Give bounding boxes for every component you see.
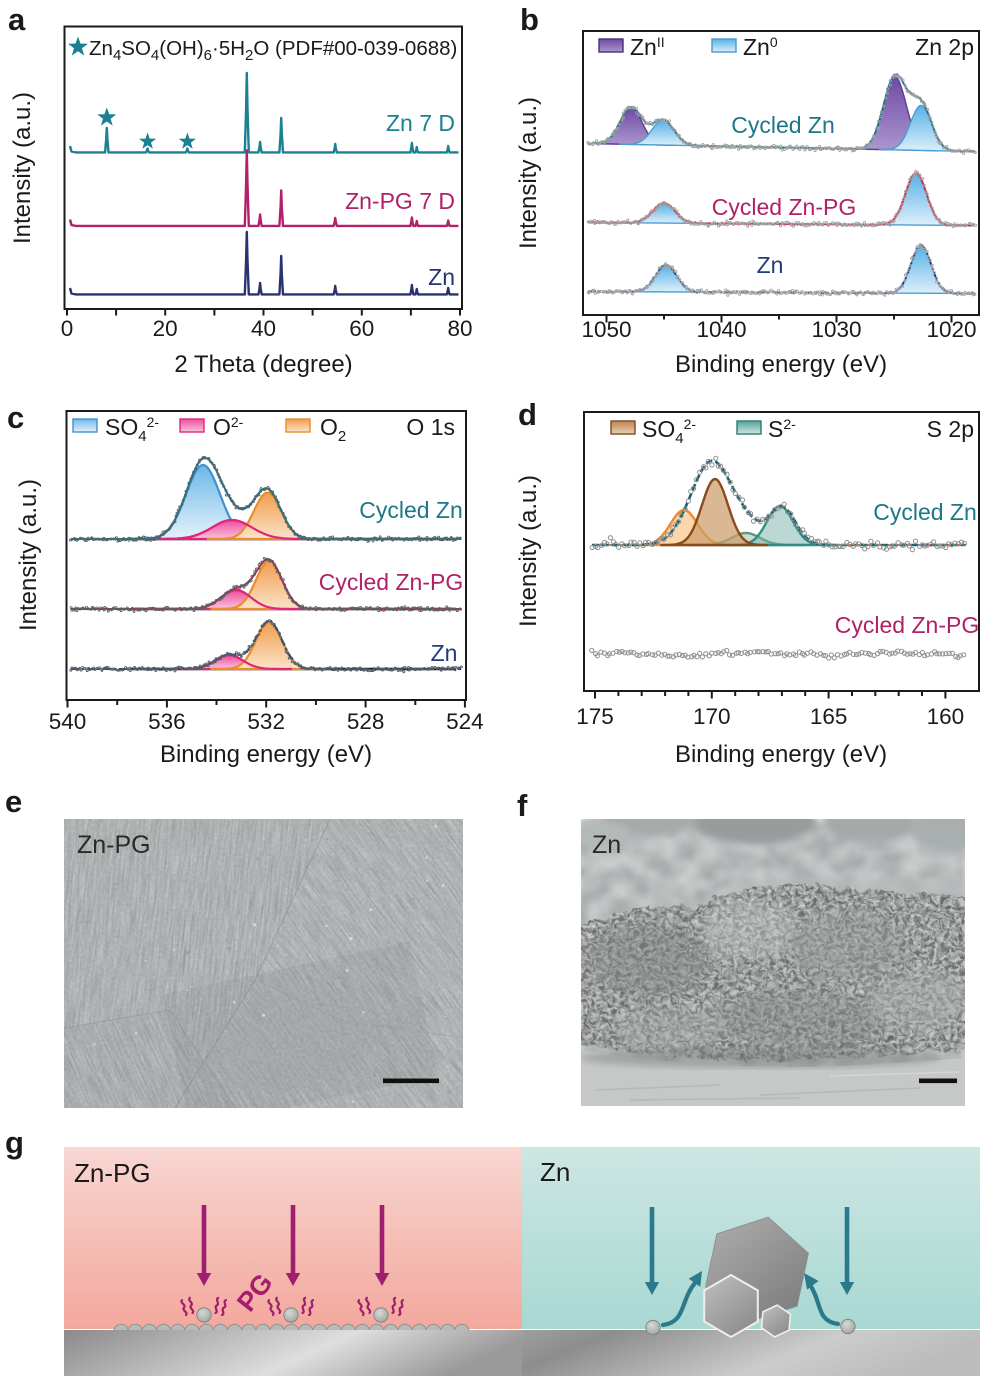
svg-text:1020: 1020: [926, 317, 976, 342]
svg-text:165: 165: [810, 704, 848, 729]
svg-text:Intensity (a.u.): Intensity (a.u.): [515, 97, 542, 249]
svg-text:Zn4SO4(OH)6·5H2O (PDF#00-039-0: Zn4SO4(OH)6·5H2O (PDF#00-039-0688): [89, 37, 457, 64]
svg-text:Cycled Zn: Cycled Zn: [873, 499, 977, 525]
svg-text:Cycled Zn-PG: Cycled Zn-PG: [835, 612, 979, 638]
svg-text:Cycled Zn: Cycled Zn: [359, 497, 463, 523]
svg-text:O2-: O2-: [213, 414, 244, 440]
svg-text:b: b: [520, 2, 539, 37]
svg-text:Zn-PG: Zn-PG: [74, 1158, 151, 1188]
svg-text:ZnII: ZnII: [630, 34, 665, 60]
svg-text:0: 0: [61, 316, 74, 341]
svg-text:Zn: Zn: [592, 831, 621, 859]
svg-text:Cycled Zn-PG: Cycled Zn-PG: [712, 194, 856, 220]
svg-text:Zn: Zn: [757, 252, 784, 278]
svg-text:S 2p: S 2p: [927, 416, 974, 442]
svg-text:1050: 1050: [581, 317, 631, 342]
svg-text:SO42-: SO42-: [642, 416, 696, 447]
svg-text:536: 536: [148, 709, 186, 734]
svg-text:Intensity (a.u.): Intensity (a.u.): [515, 475, 542, 627]
svg-text:Binding energy (eV): Binding energy (eV): [160, 741, 372, 768]
svg-text:Binding energy (eV): Binding energy (eV): [675, 741, 887, 768]
svg-text:40: 40: [251, 316, 276, 341]
svg-text:Cycled Zn: Cycled Zn: [731, 112, 835, 138]
svg-text:540: 540: [49, 709, 87, 734]
svg-text:Intensity (a.u.): Intensity (a.u.): [15, 479, 42, 631]
svg-text:O 1s: O 1s: [406, 414, 455, 440]
svg-text:Zn-PG: Zn-PG: [77, 831, 151, 859]
svg-text:Zn: Zn: [540, 1157, 570, 1187]
svg-text:Zn0: Zn0: [743, 34, 778, 60]
svg-text:524: 524: [446, 709, 484, 734]
svg-text:Binding energy (eV): Binding energy (eV): [675, 351, 887, 378]
svg-text:Zn: Zn: [431, 640, 458, 666]
svg-text:80: 80: [447, 316, 472, 341]
svg-text:S2-: S2-: [768, 416, 796, 442]
svg-text:1030: 1030: [811, 317, 861, 342]
svg-text:O2: O2: [320, 414, 346, 445]
svg-text:Zn 2p: Zn 2p: [915, 34, 974, 60]
svg-text:528: 528: [347, 709, 385, 734]
svg-text:Intensity (a.u.): Intensity (a.u.): [9, 92, 36, 244]
svg-text:60: 60: [349, 316, 374, 341]
svg-text:170: 170: [693, 704, 731, 729]
svg-text:1040: 1040: [696, 317, 746, 342]
svg-text:20: 20: [153, 316, 178, 341]
svg-text:2 Theta (degree): 2 Theta (degree): [174, 351, 352, 378]
svg-text:d: d: [518, 397, 537, 432]
svg-text:e: e: [5, 784, 22, 819]
svg-text:Zn: Zn: [428, 264, 455, 290]
svg-text:160: 160: [927, 704, 965, 729]
svg-text:Zn-PG 7 D: Zn-PG 7 D: [345, 188, 455, 214]
svg-text:c: c: [7, 400, 24, 435]
svg-text:Zn 7 D: Zn 7 D: [386, 110, 455, 136]
svg-text:Cycled Zn-PG: Cycled Zn-PG: [319, 569, 463, 595]
svg-text:f: f: [517, 788, 528, 823]
svg-text:532: 532: [247, 709, 285, 734]
svg-text:SO42-: SO42-: [105, 414, 159, 445]
svg-text:175: 175: [576, 704, 614, 729]
svg-text:a: a: [8, 2, 26, 37]
svg-text:g: g: [5, 1125, 24, 1160]
